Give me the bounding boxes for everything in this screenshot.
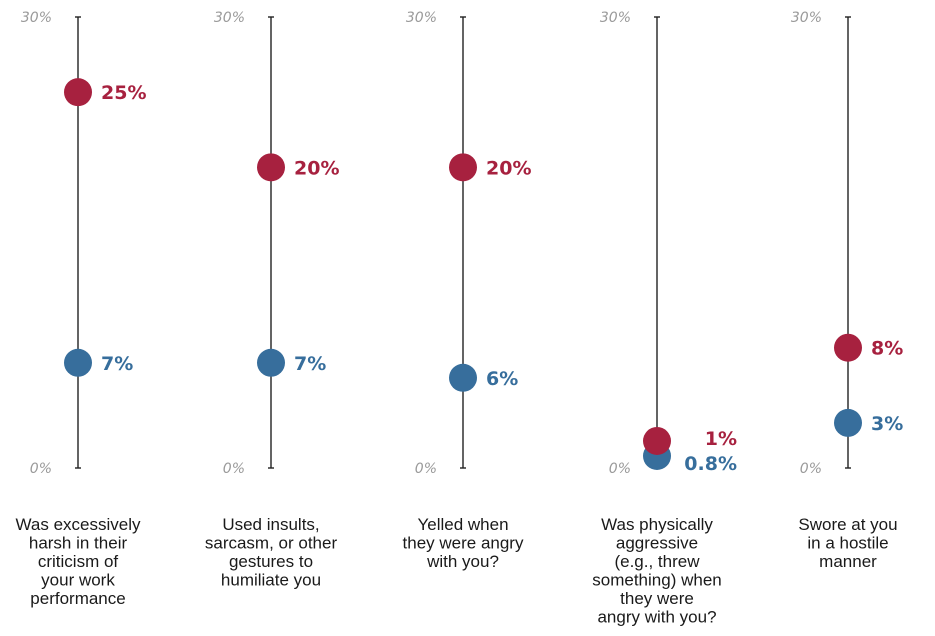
category-label-line: humiliate you [221, 571, 321, 590]
red-value-label: 20% [486, 157, 531, 179]
red-value-label: 25% [101, 82, 146, 104]
blue-point [64, 348, 92, 377]
blue-value-label: 7% [294, 353, 326, 375]
category-label-line: something) when [592, 571, 721, 590]
category-label-line: in a hostile [807, 534, 888, 553]
category-label-line: criticism of [38, 552, 119, 571]
tick-label-max: 30% [21, 10, 52, 26]
category-label-line: angry with you? [597, 608, 716, 627]
category-label-line: gestures to [229, 552, 313, 571]
red-point [834, 333, 862, 362]
red-point [64, 78, 92, 107]
blue-value-label: 6% [486, 368, 518, 390]
category-label-line: with you? [426, 552, 499, 571]
red-value-label: 1% [705, 428, 737, 450]
blue-value-label: 0.8% [684, 453, 737, 475]
tick-label-max: 30% [406, 10, 437, 26]
blue-value-label: 3% [871, 413, 903, 435]
category-label-line: Was physically [601, 515, 713, 534]
red-point [643, 426, 671, 455]
category-label-line: aggressive [616, 534, 698, 553]
blue-point [449, 363, 477, 392]
category-label-line: Yelled when [417, 515, 508, 534]
red-value-label: 8% [871, 338, 903, 360]
red-point [449, 153, 477, 182]
red-point [257, 153, 285, 182]
category-label-line: Was excessively [15, 515, 141, 534]
tick-label-min: 0% [609, 461, 631, 477]
category-label-line: they were [620, 589, 694, 608]
blue-point [257, 348, 285, 377]
red-value-label: 20% [294, 157, 339, 179]
category-label-line: harsh in their [29, 534, 128, 553]
blue-value-label: 7% [101, 353, 133, 375]
category-label-line: sarcasm, or other [205, 534, 338, 553]
category-label-line: Used insults, [222, 515, 319, 534]
tick-label-min: 0% [30, 461, 52, 477]
tick-label-max: 30% [214, 10, 245, 26]
category-label-line: manner [819, 552, 877, 571]
blue-point [834, 408, 862, 437]
tick-label-min: 0% [800, 461, 822, 477]
tick-label-max: 30% [600, 10, 631, 26]
category-label-line: (e.g., threw [614, 552, 700, 571]
category-label-line: performance [30, 589, 125, 608]
category-label-line: they were angry [403, 534, 524, 553]
category-label-line: your work [41, 571, 115, 590]
category-label-line: Swore at you [798, 515, 897, 534]
tick-label-min: 0% [223, 461, 245, 477]
tick-label-max: 30% [791, 10, 822, 26]
tick-label-min: 0% [415, 461, 437, 477]
